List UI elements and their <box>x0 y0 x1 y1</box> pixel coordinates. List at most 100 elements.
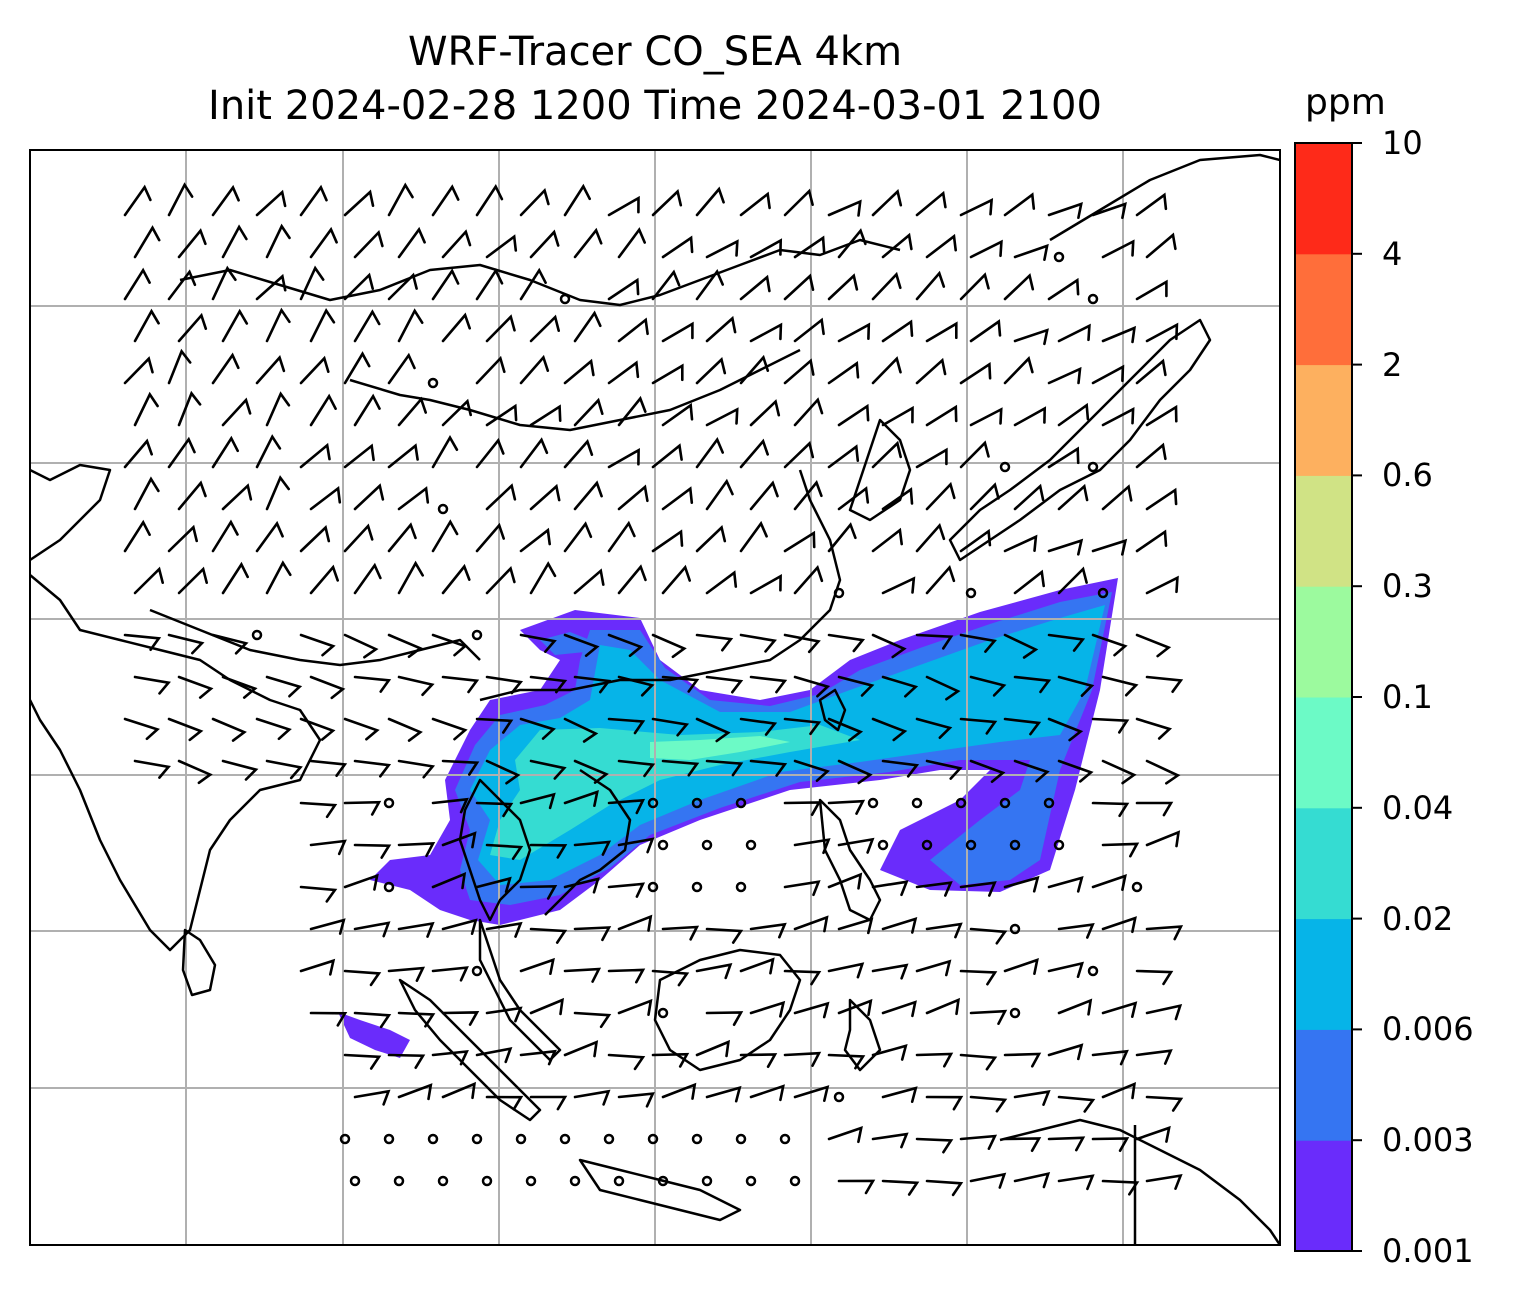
wind-barb <box>871 356 902 385</box>
wind-barb <box>265 759 303 780</box>
wind-barb <box>485 921 523 938</box>
wind-barb <box>617 317 649 343</box>
wind-barb <box>749 1000 786 1018</box>
wind-barb <box>573 480 603 511</box>
wind-barb <box>1057 1174 1095 1191</box>
plume-level-002 <box>490 725 860 860</box>
wind-barb <box>255 434 282 469</box>
wind-barb <box>573 675 612 694</box>
wind-barb <box>265 560 292 595</box>
wind-barb <box>617 395 647 427</box>
wind-barb <box>881 675 919 698</box>
russia-far-east <box>1049 153 1280 242</box>
wind-barb <box>123 717 160 741</box>
wind-barb <box>343 523 374 553</box>
plume-level-004 <box>650 736 790 760</box>
wind-barb <box>915 190 947 217</box>
wind-barb <box>431 268 460 301</box>
mongolia-border <box>179 238 901 307</box>
wind-barb <box>705 759 744 777</box>
wind-barb <box>1145 1173 1183 1190</box>
wind-barb <box>959 969 998 986</box>
wind-barb <box>1135 801 1174 817</box>
colorbar-segment <box>1295 1029 1352 1141</box>
wind-barb <box>783 880 821 897</box>
wind-barb <box>1003 273 1035 301</box>
wind-barb <box>1013 759 1050 783</box>
colorbar-tick-label: 0.6 <box>1382 456 1433 495</box>
wind-barb <box>519 633 557 653</box>
wind-barb <box>309 226 338 259</box>
calm-wind-marker <box>383 881 395 893</box>
wind-barb <box>915 1052 954 1068</box>
wind-barb <box>661 486 694 511</box>
wind-barb <box>353 309 381 343</box>
calm-wind-marker <box>515 1133 527 1145</box>
calm-wind-marker <box>437 503 449 515</box>
wind-barb <box>343 969 382 987</box>
wind-barb <box>607 1053 646 1071</box>
wind-barb <box>309 918 346 935</box>
wind-barb <box>925 481 956 511</box>
wind-barb <box>651 633 687 659</box>
colorbar-segment <box>1295 1140 1352 1252</box>
wind-barb <box>387 966 426 982</box>
wind-barb <box>1135 279 1168 301</box>
wind-barb <box>1057 998 1093 1016</box>
wind-barb <box>485 843 524 860</box>
wind-barb <box>1003 356 1034 385</box>
sri-lanka <box>181 928 217 997</box>
wind-barb <box>705 407 739 427</box>
wind-barb <box>485 314 516 343</box>
wind-barb <box>607 798 646 815</box>
calm-wind-marker <box>965 587 977 599</box>
wind-barb <box>397 1011 436 1028</box>
calm-wind-marker <box>1087 461 1099 473</box>
colorbar-unit-label: ppm <box>1305 82 1386 123</box>
wind-barb <box>1091 1049 1129 1066</box>
wind-barb <box>915 447 948 469</box>
wind-barb <box>397 759 436 779</box>
wind-barb <box>563 1040 599 1058</box>
calm-wind-marker <box>647 797 659 809</box>
wind-barb <box>299 265 325 301</box>
plume-speckle-north <box>540 632 590 655</box>
calm-wind-marker <box>701 839 713 851</box>
wind-barb <box>519 792 556 810</box>
wind-barb <box>299 355 330 385</box>
wind-barb <box>397 841 436 858</box>
wind-barb <box>651 443 683 469</box>
wind-barb <box>959 717 998 735</box>
wind-barb <box>607 717 646 735</box>
wind-barb <box>343 189 375 217</box>
calm-wind-marker <box>1009 1007 1021 1019</box>
wind-barb <box>353 229 384 259</box>
calm-wind-marker <box>735 881 747 893</box>
wind-barb <box>441 831 477 849</box>
wind-barb <box>1057 323 1091 343</box>
wind-barb <box>783 358 815 385</box>
wind-barb <box>783 633 821 654</box>
wind-barb <box>441 229 472 259</box>
wind-barb <box>441 918 478 935</box>
calm-wind-marker <box>559 293 571 305</box>
calm-wind-marker <box>383 1133 395 1145</box>
calm-wind-marker <box>657 839 669 851</box>
wind-barb <box>695 356 727 385</box>
wind-barb <box>959 881 997 897</box>
wind-barb <box>475 437 505 469</box>
wind-barb <box>651 363 684 385</box>
wind-barb <box>573 759 609 784</box>
colorbar-tick-label: 0.3 <box>1382 567 1433 606</box>
wind-barb <box>133 225 161 259</box>
wind-barb <box>123 519 151 553</box>
wind-barb <box>573 568 605 595</box>
wind-barb <box>211 265 237 301</box>
wind-barb <box>343 873 379 891</box>
wind-barb <box>749 675 788 694</box>
wind-barb <box>519 267 547 301</box>
wind-barb <box>309 675 346 700</box>
wind-barb <box>837 675 875 697</box>
wind-barb <box>1101 325 1136 344</box>
